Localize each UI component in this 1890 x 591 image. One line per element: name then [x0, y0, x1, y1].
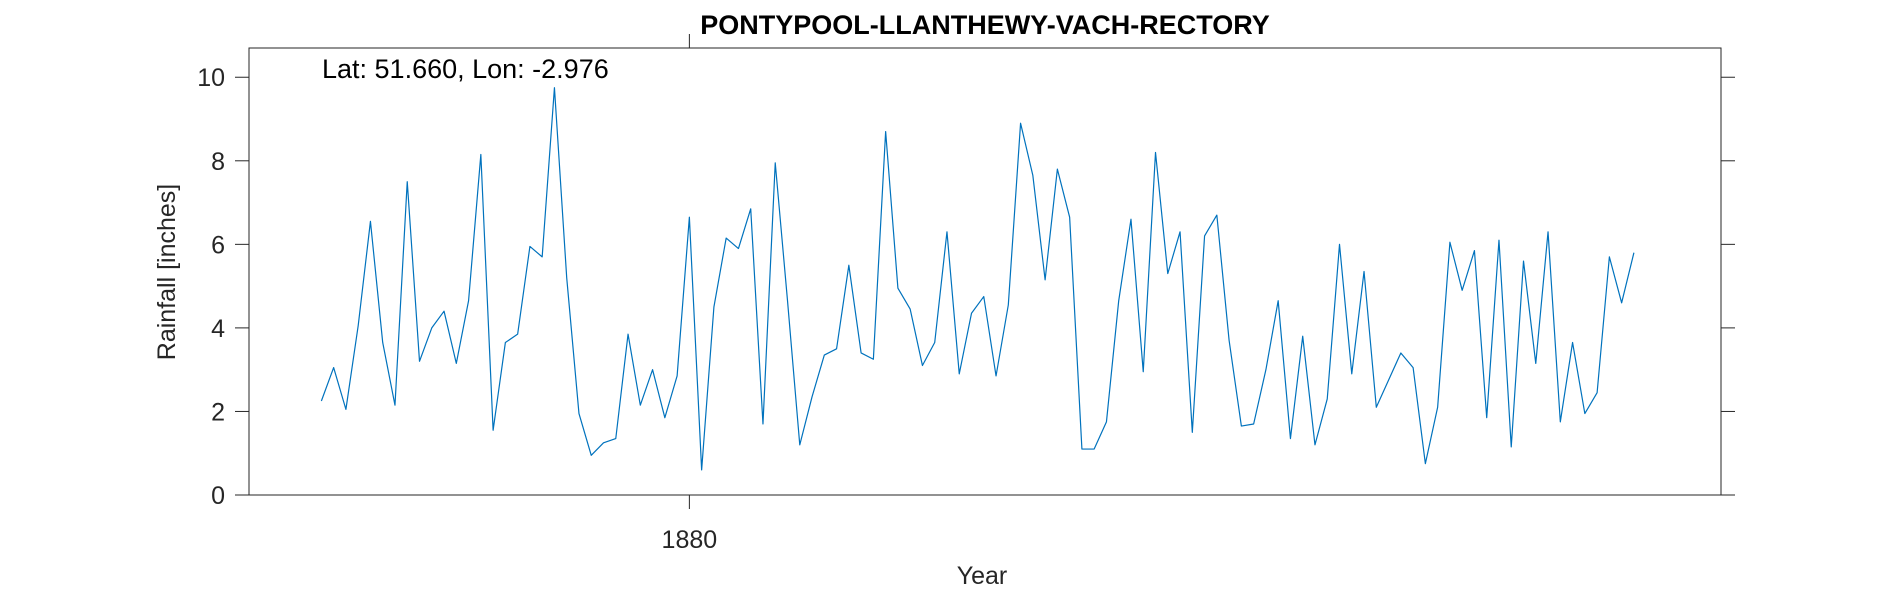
location-annotation: Lat: 51.660, Lon: -2.976 [322, 54, 609, 84]
y-tick-label: 4 [211, 315, 225, 343]
rainfall-series-line [320, 87, 1635, 471]
plot-area-frame [248, 47, 1722, 496]
y-tick-label: 8 [211, 148, 225, 176]
y-tick-label: 0 [211, 482, 225, 510]
y-tick-label: 2 [211, 398, 225, 426]
x-axis-ticks: 1880 [662, 34, 718, 554]
y-tick-label: 6 [211, 231, 225, 259]
y-axis-ticks: 0 2 4 6 8 10 [197, 64, 1735, 510]
y-tick-label: 10 [197, 64, 225, 92]
chart-title: PONTYPOOL-LLANTHEWY-VACH-RECTORY [700, 10, 1270, 40]
x-tick-label: 1880 [662, 526, 718, 554]
x-axis-label: Year [957, 562, 1008, 590]
y-axis-label: Rainfall [inches] [153, 184, 181, 360]
axes [248, 47, 1722, 496]
